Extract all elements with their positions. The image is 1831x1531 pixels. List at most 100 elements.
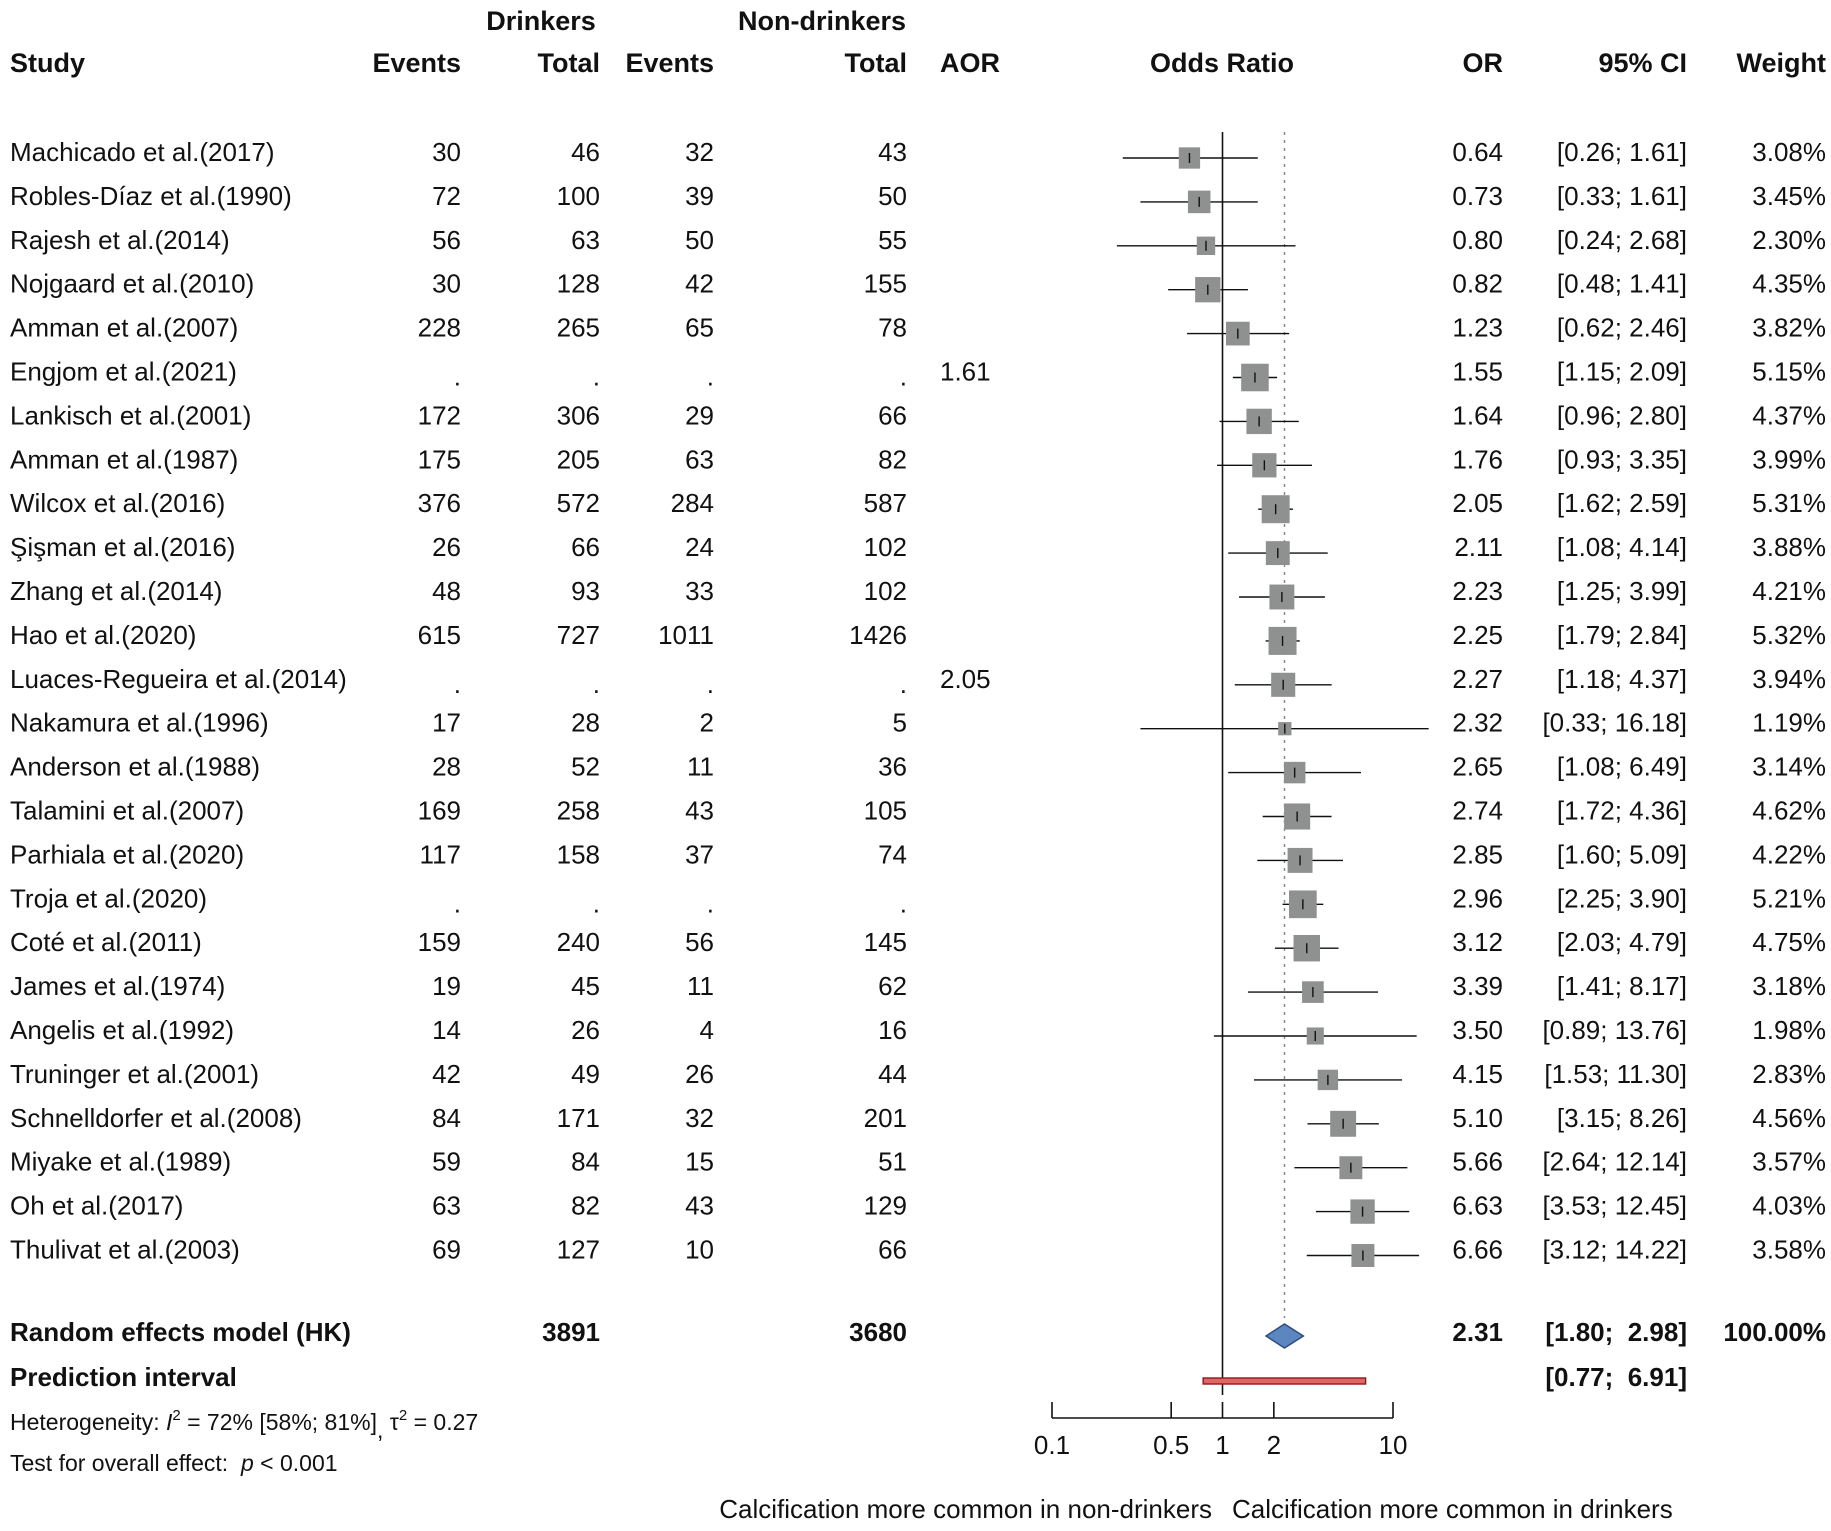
- study-name: Thulivat et al.(2003): [10, 1235, 240, 1265]
- ci-value: [1.08; 6.49]: [1557, 752, 1687, 782]
- study-row: Machicado et al.(2017) 30 46 32 43 0.64 [0.26;…: [10, 137, 1826, 169]
- events-drinkers: 42: [432, 1059, 461, 1089]
- events-non-drinkers: 15: [685, 1147, 714, 1177]
- total-drinkers: 63: [571, 225, 600, 255]
- weight-value: 1.98%: [1752, 1015, 1826, 1045]
- total-drinkers: 265: [557, 313, 600, 343]
- weight-value: 5.32%: [1752, 620, 1826, 650]
- ci-value: [1.72; 4.36]: [1557, 796, 1687, 826]
- study-row: Engjom et al.(2021).... 1.61 1.55 [1.15; 2.…: [10, 357, 1826, 392]
- events-non-drinkers: 284: [671, 488, 714, 518]
- study-row: Parhiala et al.(2020) 117 158 37 74 2.85 [1.60…: [10, 839, 1826, 873]
- total-non-drinkers: 74: [878, 839, 907, 869]
- total-drinkers: 171: [557, 1103, 600, 1133]
- study-name: Machicado et al.(2017): [10, 137, 274, 167]
- total-non-drinkers: .: [900, 669, 907, 699]
- x-tick-label: 10: [1379, 1430, 1408, 1460]
- or-value: 3.50: [1452, 1015, 1503, 1045]
- events-drinkers: 30: [432, 137, 461, 167]
- x-tick-label: 0.1: [1034, 1430, 1070, 1460]
- events-non-drinkers: 1011: [658, 620, 714, 650]
- total-drinkers: 49: [571, 1059, 600, 1089]
- x-label-right: Calcification more common in drinkers: [1232, 1494, 1673, 1524]
- study-name: Lankisch et al.(2001): [10, 400, 251, 430]
- study-row: Nojgaard et al.(2010) 30 128 42 155 0.82 [0.48…: [10, 269, 1826, 303]
- total-non-drinkers: 78: [878, 313, 907, 343]
- study-row: Talamini et al.(2007) 169 258 43 105 2.74 [1.7…: [10, 796, 1826, 830]
- study-row: Anderson et al.(1988) 28 52 11 36 2.65 [1.08; …: [10, 752, 1826, 784]
- ci-value: [0.96; 2.80]: [1557, 400, 1687, 430]
- or-value: 2.23: [1452, 576, 1503, 606]
- events-drinkers: 175: [418, 444, 461, 474]
- weight-value: 3.82%: [1752, 313, 1826, 343]
- study-row: Coté et al.(2011) 159 240 56 145 3.12 [2.03; 4…: [10, 927, 1826, 962]
- study-name: Rajesh et al.(2014): [10, 225, 230, 255]
- weight-value: 4.03%: [1752, 1191, 1826, 1221]
- study-name: Nakamura et al.(1996): [10, 708, 269, 738]
- weight-value: 4.22%: [1752, 839, 1826, 869]
- weight-value: 3.08%: [1752, 137, 1826, 167]
- weight-value: 3.45%: [1752, 181, 1826, 211]
- study-row: Zhang et al.(2014) 48 93 33 102 2.23 [1.25; 3.…: [10, 576, 1826, 610]
- total-non-drinkers: .: [900, 362, 907, 392]
- weight-value: 1.19%: [1752, 708, 1826, 738]
- total-drinkers: 28: [571, 708, 600, 738]
- or-value: 4.15: [1452, 1059, 1503, 1089]
- x-label-left: Calcification more common in non-drinker…: [719, 1494, 1212, 1524]
- weight-value: 4.75%: [1752, 927, 1826, 957]
- weight-value: 3.57%: [1752, 1147, 1826, 1177]
- total-non-drinkers: 16: [878, 1015, 907, 1045]
- ci-value: [3.12; 14.22]: [1542, 1235, 1687, 1265]
- header-events-drinkers: Events: [372, 48, 461, 78]
- study-row: Miyake et al.(1989) 59 84 15 51 5.66 [2.64; 12…: [10, 1147, 1826, 1180]
- or-value: 2.74: [1452, 796, 1503, 826]
- study-name: Amman et al.(2007): [10, 313, 238, 343]
- events-drinkers: 228: [418, 313, 461, 343]
- weight-value: 3.99%: [1752, 444, 1826, 474]
- summary-label: Random effects model (HK): [10, 1317, 351, 1347]
- prediction-ci: [0.77; 6.91]: [1545, 1362, 1687, 1392]
- ci-value: [0.33; 16.18]: [1542, 708, 1687, 738]
- events-non-drinkers: .: [707, 888, 714, 918]
- x-tick-label: 1: [1215, 1430, 1229, 1460]
- weight-value: 4.62%: [1752, 796, 1826, 826]
- ci-value: [1.08; 4.14]: [1557, 532, 1687, 562]
- study-row: Amman et al.(2007) 228 265 65 78 1.23 [0.62; 2…: [10, 313, 1826, 346]
- weight-value: 3.14%: [1752, 752, 1826, 782]
- ci-value: [0.93; 3.35]: [1557, 444, 1687, 474]
- or-value: 5.10: [1452, 1103, 1503, 1133]
- total-non-drinkers: 51: [878, 1147, 907, 1177]
- ci-value: [0.48; 1.41]: [1557, 269, 1687, 299]
- events-non-drinkers: 32: [685, 137, 714, 167]
- study-name: Troja et al.(2020): [10, 883, 207, 913]
- ci-value: [2.03; 4.79]: [1557, 927, 1687, 957]
- events-non-drinkers: 24: [685, 532, 714, 562]
- events-non-drinkers: 2: [700, 708, 714, 738]
- events-non-drinkers: 42: [685, 269, 714, 299]
- study-row: James et al.(1974) 19 45 11 62 3.39 [1.41; 8.1…: [10, 971, 1826, 1003]
- study-name: Luaces-Regueira et al.(2014): [10, 664, 347, 694]
- study-row: Troja et al.(2020).... 2.96 [2.25; 3.90] 5.…: [10, 883, 1826, 918]
- study-name: Wilcox et al.(2016): [10, 488, 225, 518]
- weight-value: 2.83%: [1752, 1059, 1826, 1089]
- total-non-drinkers: 1426: [849, 620, 907, 650]
- events-non-drinkers: 32: [685, 1103, 714, 1133]
- ci-value: [3.53; 12.45]: [1542, 1191, 1687, 1221]
- study-row: Rajesh et al.(2014) 56 63 50 55 0.80 [0.24; 2.…: [10, 225, 1826, 256]
- test-val: < 0.001: [254, 1450, 338, 1476]
- weight-value: 5.21%: [1752, 883, 1826, 913]
- study-row: Luaces-Regueira et al.(2014).... 2.05 2.27…: [10, 664, 1826, 699]
- het-tau-val: = 0.27: [407, 1409, 478, 1435]
- het-mid: = 72% [58%; 81%]: [181, 1409, 377, 1435]
- total-drinkers: 100: [557, 181, 600, 211]
- het-i-sup: 2: [172, 1407, 180, 1424]
- or-value: 1.76: [1452, 444, 1503, 474]
- study-name: Coté et al.(2011): [10, 927, 202, 957]
- study-name: Anderson et al.(1988): [10, 752, 260, 782]
- study-row: Truninger et al.(2001) 42 49 26 44 4.15 [1.53;…: [10, 1059, 1826, 1091]
- or-value: 6.63: [1452, 1191, 1503, 1221]
- study-name: Oh et al.(2017): [10, 1191, 183, 1221]
- total-drinkers: 82: [571, 1191, 600, 1221]
- study-name: Engjom et al.(2021): [10, 357, 237, 387]
- weight-value: 3.58%: [1752, 1235, 1826, 1265]
